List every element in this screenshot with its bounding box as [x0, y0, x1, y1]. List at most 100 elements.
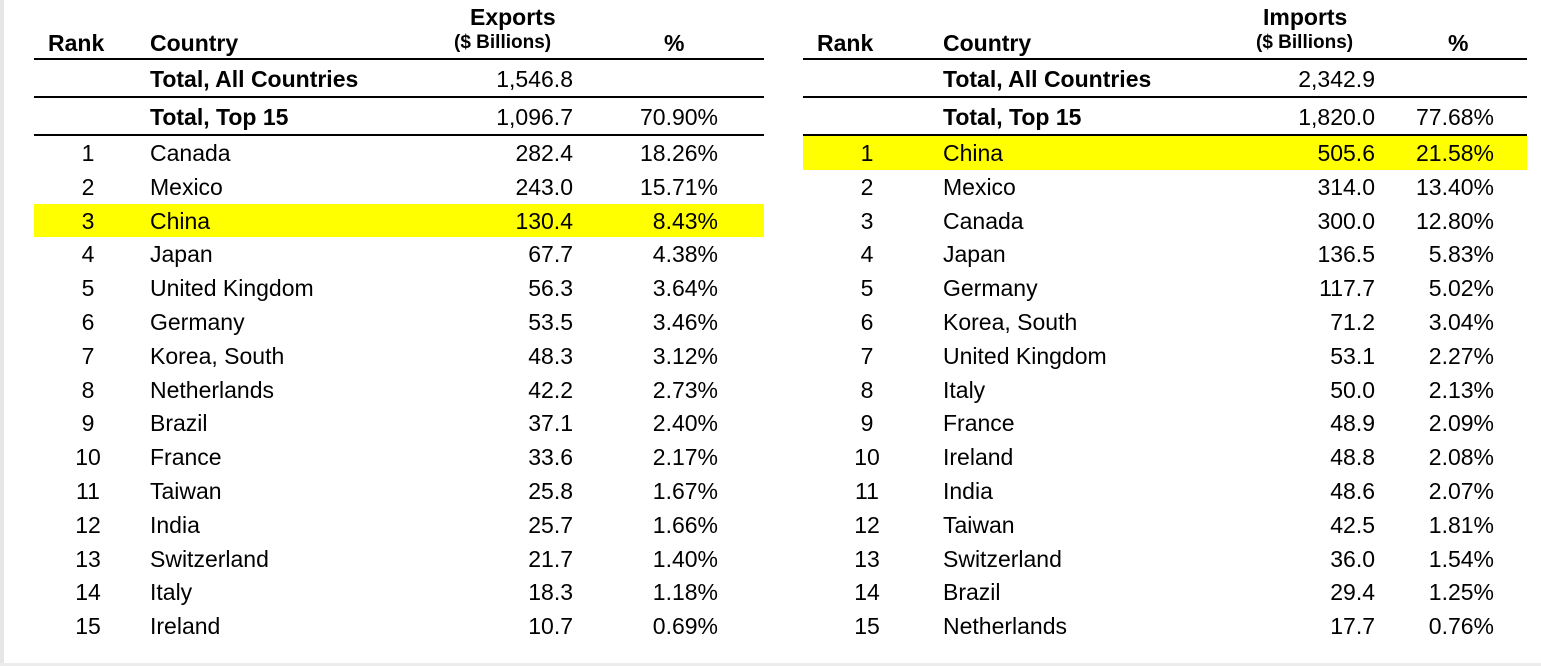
- exports-value-header: Exports: [470, 4, 556, 30]
- rank-cell: 4: [860, 241, 874, 268]
- value-cell: 42.2: [528, 376, 573, 403]
- percent-cell: 1.40%: [652, 545, 718, 572]
- total-top-pct: 77.68%: [1415, 104, 1494, 130]
- exports-rows: 1 Canada 282.4 18.26% 2 Mexico 243.0 15.71% 3 Chi…: [34, 136, 764, 643]
- percent-cell: 2.09%: [1428, 410, 1494, 437]
- country-cell: Canada: [943, 207, 1024, 234]
- total-top-label: Total, Top 15: [150, 104, 289, 130]
- total-divider: [803, 96, 1527, 98]
- percent-cell: 2.73%: [652, 376, 718, 403]
- value-cell: 36.0: [1330, 545, 1375, 572]
- rank-cell: 15: [75, 613, 101, 640]
- table-row: 5 Germany 117.7 5.02%: [803, 271, 1527, 305]
- value-cell: 33.6: [528, 444, 573, 471]
- value-cell: 314.0: [1317, 173, 1375, 200]
- left-edge: [0, 0, 4, 666]
- exports-table: Rank Country Exports ($ Billions) % Tota…: [34, 0, 764, 643]
- percent-cell: 5.83%: [1428, 241, 1494, 268]
- percent-cell: 0.69%: [652, 613, 718, 640]
- rank-cell: 14: [854, 579, 880, 606]
- percent-cell: 2.07%: [1428, 477, 1494, 504]
- table-row: 13 Switzerland 36.0 1.54%: [803, 542, 1527, 576]
- percent-cell: 3.46%: [652, 308, 718, 335]
- value-cell: 10.7: [528, 613, 573, 640]
- total-top-value: 1,820.0: [1298, 104, 1375, 130]
- percent-cell: 1.54%: [1428, 545, 1494, 572]
- country-cell: Italy: [150, 579, 193, 606]
- table-row: 3 Canada 300.0 12.80%: [803, 204, 1527, 238]
- percent-cell: 2.40%: [652, 410, 718, 437]
- total-all-value: 2,342.9: [1298, 66, 1375, 92]
- total-top-row: Total, Top 15 1,820.0 77.68%: [803, 98, 1527, 134]
- percent-cell: 2.13%: [1428, 376, 1494, 403]
- value-cell: 136.5: [1317, 241, 1375, 268]
- table-row: 11 Taiwan 25.8 1.67%: [34, 474, 764, 508]
- rank-cell: 8: [81, 376, 95, 403]
- table-row: 8 Italy 50.0 2.13%: [803, 373, 1527, 407]
- rank-cell: 2: [860, 173, 874, 200]
- total-all-value: 1,546.8: [496, 66, 573, 92]
- table-row: 14 Italy 18.3 1.18%: [34, 575, 764, 609]
- rank-cell: 8: [860, 376, 874, 403]
- table-row: 15 Netherlands 17.7 0.76%: [803, 609, 1527, 643]
- value-cell: 56.3: [528, 275, 573, 302]
- percent-cell: 8.43%: [652, 207, 718, 234]
- rank-cell: 9: [81, 410, 95, 437]
- table-row: 10 Ireland 48.8 2.08%: [803, 440, 1527, 474]
- country-cell: China: [150, 207, 211, 234]
- country-cell: France: [150, 444, 222, 471]
- percent-cell: 18.26%: [639, 140, 718, 166]
- rank-cell: 9: [860, 410, 874, 437]
- percent-cell: 1.66%: [652, 511, 718, 538]
- country-cell: Ireland: [943, 444, 1014, 471]
- value-cell: 18.3: [528, 579, 573, 606]
- total-all-label: Total, All Countries: [943, 66, 1152, 92]
- table-row: 5 United Kingdom 56.3 3.64%: [34, 271, 764, 305]
- table-row: 8 Netherlands 42.2 2.73%: [34, 373, 764, 407]
- rank-cell: 15: [854, 613, 880, 640]
- percent-cell: 5.02%: [1428, 275, 1494, 302]
- rank-cell: 3: [860, 207, 874, 234]
- country-cell: Switzerland: [150, 545, 269, 572]
- country-cell: Italy: [943, 376, 986, 403]
- table-row: 14 Brazil 29.4 1.25%: [803, 575, 1527, 609]
- country-cell: Netherlands: [943, 613, 1068, 640]
- header-divider: [803, 58, 1527, 60]
- percent-cell: 12.80%: [1415, 207, 1494, 234]
- country-cell: Korea, South: [943, 308, 1078, 335]
- table-row: 13 Switzerland 21.7 1.40%: [34, 542, 764, 576]
- country-cell: Japan: [150, 241, 213, 268]
- country-cell: Taiwan: [150, 477, 222, 504]
- exports-unit-header: ($ Billions): [454, 32, 552, 53]
- value-cell: 37.1: [528, 410, 573, 437]
- rank-cell: 2: [81, 173, 95, 200]
- total-all-row: Total, All Countries 1,546.8: [34, 60, 764, 96]
- imports-value-header: Imports: [1263, 4, 1348, 30]
- rank-cell: 13: [854, 545, 880, 572]
- country-cell: Switzerland: [943, 545, 1062, 572]
- country-cell: Japan: [943, 241, 1006, 268]
- value-cell: 282.4: [515, 140, 573, 166]
- value-cell: 53.1: [1330, 342, 1375, 369]
- country-cell: Brazil: [150, 410, 208, 437]
- rank-cell: 7: [81, 342, 95, 369]
- percent-header: %: [664, 30, 685, 56]
- rank-cell: 3: [81, 207, 95, 234]
- country-cell: France: [943, 410, 1015, 437]
- table-row: 9 France 48.9 2.09%: [803, 406, 1527, 440]
- value-cell: 48.9: [1330, 410, 1375, 437]
- value-cell: 25.7: [528, 511, 573, 538]
- total-all-row: Total, All Countries 2,342.9: [803, 60, 1527, 96]
- value-cell: 17.7: [1330, 613, 1375, 640]
- total-divider: [34, 96, 764, 98]
- percent-cell: 4.38%: [652, 241, 718, 268]
- table-row: 11 India 48.6 2.07%: [803, 474, 1527, 508]
- value-cell: 243.0: [515, 173, 573, 200]
- table-row: 1 Canada 282.4 18.26%: [34, 136, 764, 170]
- total-all-label: Total, All Countries: [150, 66, 359, 92]
- table-row: 6 Germany 53.5 3.46%: [34, 305, 764, 339]
- total-top-row: Total, Top 15 1,096.7 70.90%: [34, 98, 764, 134]
- percent-cell: 13.40%: [1415, 173, 1494, 200]
- value-cell: 25.8: [528, 477, 573, 504]
- country-cell: India: [150, 511, 200, 538]
